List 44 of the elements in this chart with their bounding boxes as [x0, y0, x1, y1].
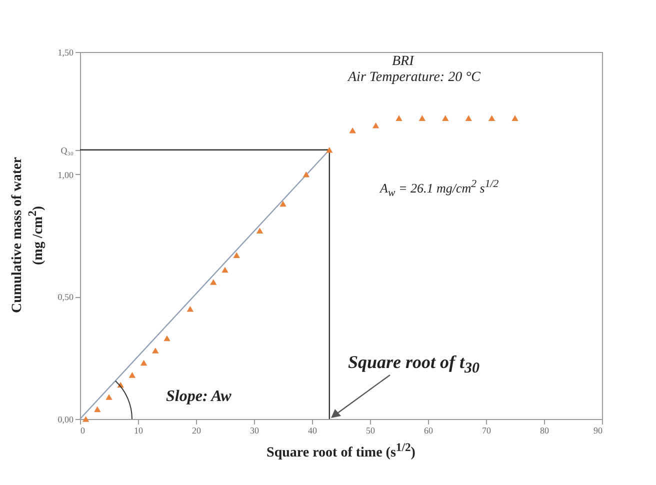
point	[488, 115, 496, 121]
y-tick-label: 1,50	[58, 48, 74, 58]
annotation: Square root of t$_{30}$	[348, 352, 480, 378]
x-tick-label: 30	[250, 426, 260, 436]
point	[140, 360, 148, 366]
point	[442, 115, 449, 121]
point	[326, 146, 333, 153]
point	[186, 306, 194, 312]
point	[280, 200, 286, 207]
point	[396, 115, 402, 121]
point	[512, 115, 518, 121]
point	[372, 122, 380, 128]
y-tick-label: 0,50	[58, 292, 74, 302]
point	[349, 127, 356, 134]
point	[418, 115, 426, 121]
point	[128, 372, 136, 378]
x-tick-label: 40	[308, 426, 318, 436]
point	[164, 335, 170, 342]
point	[233, 252, 240, 258]
y-tick-label: 1,00	[58, 170, 74, 180]
point	[222, 266, 228, 273]
point	[94, 406, 101, 412]
x-tick-label: 50	[366, 426, 376, 436]
x-tick-label: 60	[424, 426, 434, 436]
point	[210, 279, 217, 285]
x-tick-label: 0	[80, 426, 86, 436]
point	[465, 115, 472, 121]
annotation: BRI	[392, 54, 414, 70]
x-axis-title: Square root of time (s$^{1/2}$)	[266, 441, 416, 462]
y-tick-label: Q₃₀	[60, 145, 74, 156]
annotation: Slope: Aw	[166, 388, 232, 406]
x-tick-label: 10	[134, 426, 144, 436]
annotation: Air Temperature: 20 °C	[348, 70, 481, 86]
x-tick-label: 80	[540, 426, 550, 436]
x-tick-label: 20	[192, 426, 202, 436]
point	[256, 228, 264, 234]
x-tick-label: 90	[594, 426, 603, 436]
y-tick-label: 0,00	[58, 414, 74, 424]
point	[82, 416, 90, 422]
x-tick-label: 70	[482, 426, 492, 436]
point	[302, 171, 310, 178]
point	[152, 348, 159, 354]
annotation: A$_{w}$ = 26.1 mg/cm$^{2}$ s$^{1/2}$	[380, 178, 499, 199]
point	[106, 394, 112, 400]
